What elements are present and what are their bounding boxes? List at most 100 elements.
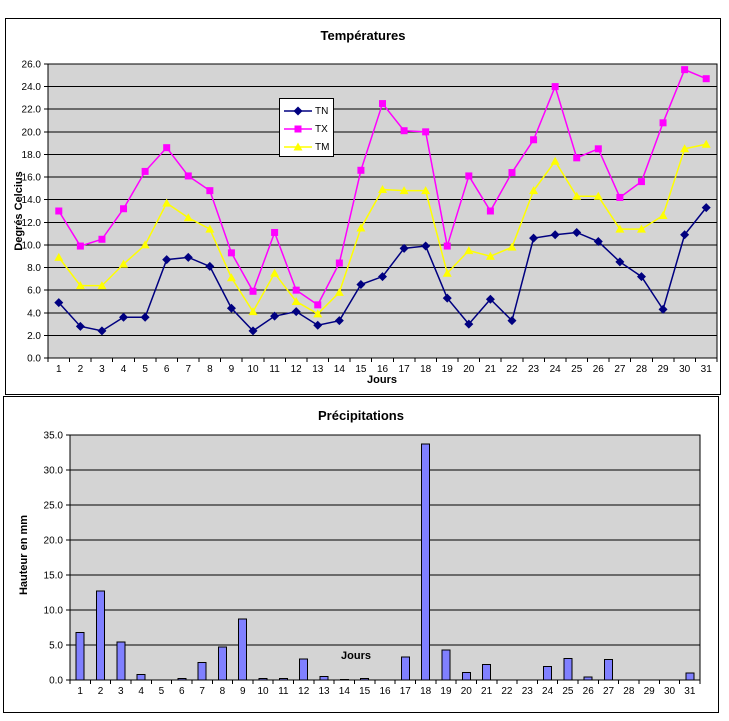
x-tick-label: 19 — [442, 364, 454, 375]
precip-bar — [360, 678, 370, 681]
series-TN-marker — [529, 233, 539, 243]
x-tick-label: 5 — [142, 364, 148, 375]
x-tick-label: 2 — [98, 686, 104, 697]
series-TX-marker — [55, 207, 63, 215]
series-TM-marker — [183, 213, 193, 222]
series-TM-marker — [442, 268, 452, 277]
series-TX-marker — [465, 172, 473, 180]
x-tick-label: 4 — [121, 364, 127, 375]
series-TX-marker — [400, 127, 408, 135]
series-TX-marker — [141, 167, 149, 175]
series-TN-marker — [140, 312, 150, 322]
y-tick-label: 6.0 — [27, 286, 41, 297]
precip-bar — [319, 676, 329, 681]
legend-label: TN — [315, 105, 329, 117]
x-tick-label: 10 — [258, 686, 270, 697]
x-tick-label: 12 — [298, 686, 310, 697]
series-TX-marker — [271, 228, 279, 236]
plot-area — [69, 434, 701, 681]
series-TX-marker — [702, 75, 710, 83]
series-TM-marker — [680, 144, 690, 153]
series-TX-marker — [335, 259, 343, 267]
series-TM-marker — [378, 185, 387, 194]
legend-entry-TN: TN — [284, 102, 333, 120]
x-tick-label: 31 — [701, 364, 713, 375]
x-tick-label: 2 — [78, 364, 84, 375]
temperature-y-axis-title: Degrés Celcius — [13, 171, 25, 251]
x-tick-label: 29 — [657, 364, 669, 375]
legend-TM-marker-sample — [284, 142, 312, 151]
x-tick-label: 16 — [379, 686, 391, 697]
series-TN-marker — [54, 298, 64, 308]
series-TX-marker — [594, 145, 602, 153]
series-TN-marker — [313, 320, 323, 330]
x-tick-label: 9 — [229, 364, 235, 375]
series-TX-marker — [184, 172, 192, 180]
legend-entry-TM: TM — [284, 138, 333, 156]
series-TX-marker — [530, 136, 538, 144]
temperature-legend: TN TX TM — [279, 98, 334, 157]
y-tick-label: 0.0 — [27, 354, 41, 365]
x-tick-label: 7 — [199, 686, 205, 697]
temperature-chart-title: Températures — [320, 28, 406, 43]
series-TN-marker — [75, 321, 85, 331]
x-tick-label: 5 — [159, 686, 165, 697]
series-TN-marker — [378, 272, 387, 282]
series-TN-marker — [119, 312, 129, 322]
series-TX-marker — [443, 242, 451, 250]
series-TM-marker — [636, 224, 646, 233]
series-TN-marker — [183, 252, 193, 262]
series-TN-marker — [334, 316, 344, 326]
x-tick-label: 12 — [291, 364, 303, 375]
series-TN-marker — [248, 326, 258, 336]
precip-bar — [604, 659, 614, 681]
x-tick-label: 1 — [56, 364, 62, 375]
y-tick-label: 10.0 — [22, 240, 42, 251]
series-TX-marker — [227, 249, 235, 257]
legend-label: TX — [315, 123, 328, 135]
precip-bar — [441, 649, 451, 681]
precip-bar — [177, 678, 187, 681]
series-TX-marker — [379, 100, 386, 108]
x-tick-label: 21 — [481, 686, 493, 697]
x-tick-label: 25 — [562, 686, 574, 697]
precip-bar — [482, 664, 492, 681]
series-TM-marker — [119, 259, 129, 268]
series-TM-marker — [313, 309, 323, 318]
x-tick-label: 14 — [339, 686, 351, 697]
x-tick-label: 8 — [207, 364, 213, 375]
series-TN-marker — [485, 294, 495, 304]
x-tick-label: 30 — [664, 686, 676, 697]
series-TM-marker — [615, 224, 625, 233]
series-TM-marker — [507, 242, 517, 251]
series-TX-marker — [573, 154, 581, 162]
series-TM-marker — [529, 186, 539, 195]
temperature-plot: 0.0 2.0 4.0 6.0 8.0 10.0 12.0 14.0 16.0 18.0 20.0 2… — [22, 60, 718, 375]
x-tick-label: 11 — [278, 686, 289, 697]
series-TX-marker — [314, 301, 322, 309]
series-TM-marker — [97, 281, 107, 290]
x-tick-label: 1 — [77, 686, 83, 697]
x-tick-label: 19 — [440, 686, 452, 697]
series-TM-marker — [701, 139, 711, 148]
y-tick-label: 20.0 — [22, 127, 42, 138]
x-tick-label: 10 — [247, 364, 259, 375]
series-TX-marker — [76, 242, 84, 250]
series-TN-marker — [399, 243, 409, 253]
temperature-x-axis-title: Jours — [367, 374, 397, 386]
y-tick-label: 20.0 — [44, 536, 64, 547]
precipitation-plot: 0.05.010.015.020.025.030.035.01 2 3 4 5 6 7 8 9 1… — [44, 431, 701, 697]
precipitation-chart-panel: 0.0 5.0 10.0 15.0 20.0 25.0 30.0 35.0 1 2 3 4 5 6 7 8 9 1… — [3, 396, 719, 713]
y-tick-label: 35.0 — [44, 431, 64, 442]
precip-bar — [258, 678, 268, 681]
series-TN-marker — [550, 230, 560, 240]
precip-bar — [461, 671, 471, 681]
series-TN-marker — [270, 311, 280, 321]
x-tick-label: 22 — [501, 686, 513, 697]
series-TM-marker — [572, 191, 582, 200]
x-tick-label: 17 — [400, 686, 412, 697]
series-TX-marker — [422, 128, 430, 136]
y-tick-label: 0.0 — [49, 676, 63, 687]
x-tick-label: 15 — [355, 364, 367, 375]
y-tick-label: 8.0 — [27, 263, 41, 274]
